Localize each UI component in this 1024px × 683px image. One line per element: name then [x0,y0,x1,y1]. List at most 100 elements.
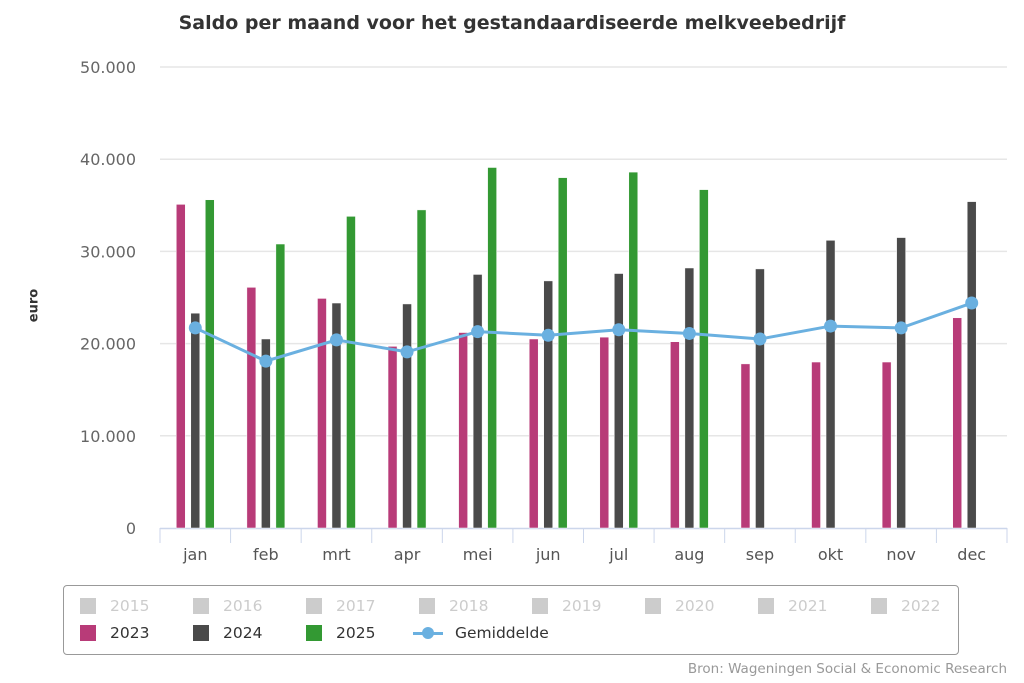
y-tick-label: 50.000 [80,58,136,77]
legend: 2015 2016 2017 2018 2019 2020 2021 2022 2023 2024… [63,585,959,655]
legend-item-2016[interactable]: 2016 [193,597,262,615]
line-Gemiddelde [194,301,973,363]
point-Gemiddelde-mei [471,325,485,339]
bars [176,167,977,529]
legend-label: Gemiddelde [455,624,549,642]
point-Gemiddelde-mrt [329,333,343,347]
legend-item-2020[interactable]: 2020 [645,597,714,615]
y-tick-label: 30.000 [80,242,136,261]
x-tick-label: apr [394,545,421,564]
point-Gemiddelde-jul [612,323,626,337]
bar-2025-aug [699,189,709,529]
bar-2023-jul [599,336,610,529]
x-tick-label: aug [674,545,704,564]
point-Gemiddelde-jan [188,321,202,335]
bar-2025-mrt [346,216,356,529]
legend-item-2022[interactable]: 2022 [871,597,940,615]
bar-2024-apr [402,303,412,529]
x-tick-label: jan [182,545,207,564]
bar-2023-aug [670,341,680,529]
legend-label: 2020 [675,597,715,615]
legend-item-2019[interactable]: 2019 [532,597,601,615]
color-swatch-icon [758,598,774,614]
bar-2025-jan [205,199,215,529]
source-credit: Bron: Wageningen Social & Economic Resea… [687,661,1007,677]
bar-2025-apr [416,209,427,529]
legend-item-2017[interactable]: 2017 [306,597,375,615]
legend-item-2015[interactable]: 2015 [80,597,149,615]
color-swatch-icon [419,598,435,614]
legend-label: 2021 [788,597,828,615]
color-swatch-icon [645,598,661,614]
legend-item-2021[interactable]: 2021 [758,597,827,615]
bar-2023-mrt [317,298,327,529]
bar-2025-jun [557,177,568,529]
y-tick-label: 40.000 [80,150,136,169]
x-tick-label: mei [463,545,493,564]
legend-label: 2019 [562,597,602,615]
y-tick-label: 10.000 [80,427,136,446]
x-tick-label: dec [957,545,986,564]
bar-2023-nov [881,361,892,529]
bar-2025-jul [628,171,639,529]
bar-2024-mrt [331,302,342,529]
x-axis: jan feb mrt apr mei jun jul aug sep okt nov dec [159,527,1008,564]
average-line [188,296,979,368]
color-swatch-icon [193,598,209,614]
color-swatch-icon [306,625,322,641]
legend-item-2018[interactable]: 2018 [419,597,488,615]
bar-2023-dec [952,317,962,529]
point-Gemiddelde-jun [541,328,555,342]
bar-2024-aug [684,267,695,529]
point-Gemiddelde-apr [400,345,414,359]
legend-item-gemiddelde[interactable]: Gemiddelde [413,624,549,642]
color-swatch-icon [871,598,887,614]
y-tick-label: 0 [126,519,136,538]
legend-item-2023[interactable]: 2023 [80,624,149,642]
bar-2023-mei [458,332,468,529]
point-Gemiddelde-nov [894,321,908,335]
x-tick-label: jun [535,545,561,564]
legend-label: 2024 [223,624,263,642]
legend-label: 2018 [449,597,489,615]
color-swatch-icon [532,598,548,614]
line-marker-icon [413,625,443,641]
y-tick-label: 20.000 [80,335,136,354]
bar-2023-apr [387,346,398,529]
x-tick-label: okt [818,545,843,564]
x-tick-label: feb [253,545,279,564]
point-Gemiddelde-feb [259,354,273,368]
bar-2023-jan [176,204,186,529]
chart-plot: 0 10.000 20.000 30.000 40.000 50.000 jan feb mr… [80,58,1008,564]
bar-2024-dec [966,201,977,529]
point-Gemiddelde-okt [824,319,838,333]
bar-2024-feb [261,338,271,529]
legend-item-2024[interactable]: 2024 [193,624,262,642]
bar-2024-jun [543,280,553,529]
legend-label: 2025 [336,624,376,642]
legend-label: 2015 [110,597,150,615]
legend-item-2025[interactable]: 2025 [306,624,375,642]
x-tick-label: nov [886,545,915,564]
bar-2024-jan [190,312,201,529]
x-tick-label: jul [608,545,628,564]
bar-2024-mei [472,274,483,529]
bar-2025-mei [487,167,497,529]
bar-2024-sep [755,268,765,529]
bar-2023-sep [740,363,751,529]
point-Gemiddelde-sep [753,332,767,346]
color-swatch-icon [80,625,96,641]
bar-2024-nov [896,237,906,529]
bar-2023-jun [528,338,539,529]
legend-label: 2023 [110,624,150,642]
bar-2024-jul [614,273,624,529]
color-swatch-icon [80,598,96,614]
legend-label: 2022 [901,597,941,615]
point-Gemiddelde-aug [682,326,696,340]
chart-title: Saldo per maand voor het gestandaardisee… [178,12,846,34]
x-tick-label: mrt [322,545,350,564]
y-axis-ticks: 0 10.000 20.000 30.000 40.000 50.000 [80,58,136,538]
gridlines [160,66,1007,437]
bar-2023-feb [246,287,257,529]
bar-2025-feb [275,243,286,529]
